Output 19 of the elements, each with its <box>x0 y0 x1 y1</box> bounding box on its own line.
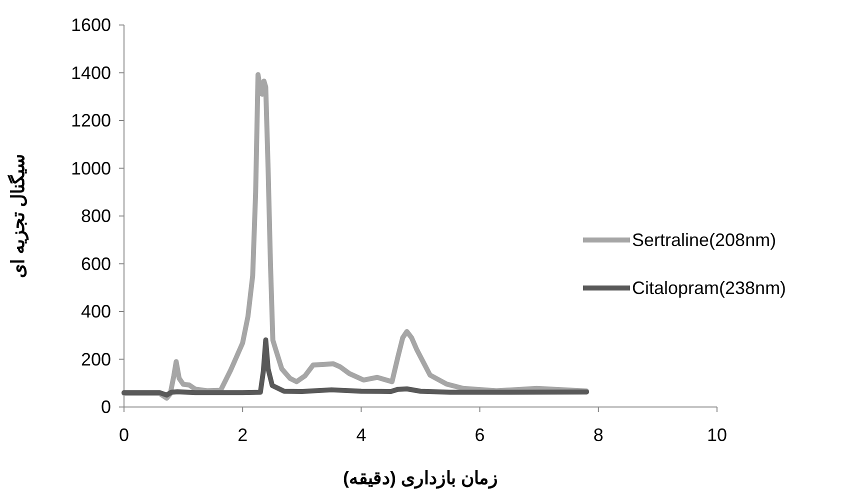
y-tick-label: 1400 <box>70 62 111 83</box>
x-tick-label: 8 <box>593 425 604 445</box>
x-tick-label: 2 <box>238 425 248 445</box>
legend-label: Sertraline(208nm) <box>632 230 776 250</box>
y-tick-label: 1200 <box>70 110 111 130</box>
x-tick-label: 4 <box>356 425 366 445</box>
y-tick-label: 400 <box>80 302 111 322</box>
x-axis-title: زمان بازداری (دقیقه) <box>343 468 498 489</box>
legend-label: Citalopram(238nm) <box>632 278 786 298</box>
x-tick-label: 0 <box>118 425 130 445</box>
y-tick-label: 1600 <box>70 15 111 35</box>
y-tick-label: 200 <box>80 349 111 370</box>
x-tick-label: 10 <box>706 425 728 445</box>
y-tick-label: 0 <box>100 397 111 417</box>
y-tick-label: 600 <box>80 254 111 274</box>
x-tick-label: 6 <box>474 425 485 445</box>
y-axis-title: سیگنال تجزیه ای <box>7 154 29 278</box>
y-tick-label: 1000 <box>70 158 111 178</box>
y-tick-label: 800 <box>80 206 111 226</box>
